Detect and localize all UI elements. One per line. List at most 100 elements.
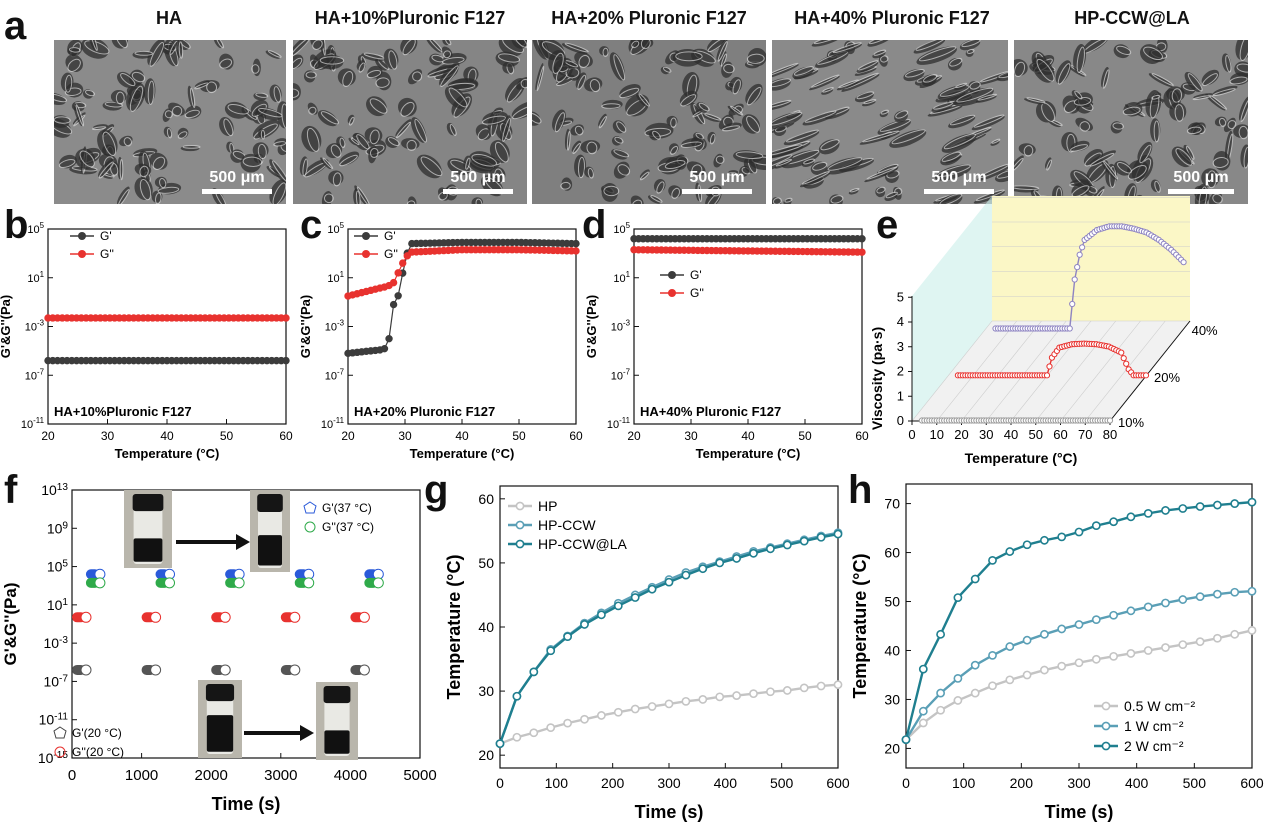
- y-axis-label: G'&G''(Pa): [0, 295, 13, 358]
- data-point: [1118, 349, 1125, 356]
- sem-pore: [143, 78, 156, 105]
- sem-wall: [1143, 46, 1163, 61]
- sem-wall: [680, 141, 703, 149]
- sem-wall: [412, 71, 423, 82]
- data-point: [580, 620, 589, 629]
- legend-marker: [515, 501, 525, 511]
- data-point: [572, 247, 580, 255]
- sem-texture: [772, 40, 1008, 204]
- x-tick-label: 5000: [403, 767, 436, 784]
- sem-wall: [104, 101, 123, 108]
- sem-wall: [1175, 148, 1193, 166]
- sem-wall: [772, 154, 793, 171]
- sem-wall: [1236, 63, 1248, 73]
- vial-liquid: [206, 715, 234, 752]
- vial-cap: [257, 494, 283, 513]
- chart-g: 0 100 200 300 400 500 600 20 30 40 50 60 Time (s) Tem…: [444, 485, 850, 822]
- legend-marker: [668, 271, 676, 279]
- sem-wall: [184, 109, 200, 119]
- data-point: [953, 593, 963, 602]
- x-tick-label: 60: [569, 429, 583, 443]
- sem-wall: [801, 170, 830, 185]
- sem-wall: [177, 131, 188, 139]
- legend-label: G'(37 °C): [322, 501, 372, 515]
- scale-bar: 500 μm: [924, 169, 994, 194]
- sem-wall: [1046, 159, 1052, 171]
- data-point: [1143, 602, 1153, 612]
- sem-wall: [450, 159, 472, 172]
- grid-line: [1010, 320, 1092, 422]
- x-tick-label: 60: [279, 429, 293, 443]
- y-tick-label: 30: [884, 691, 900, 707]
- data-point: [749, 689, 758, 699]
- x-tick-label: 0: [496, 775, 504, 791]
- data-point: [1040, 629, 1049, 639]
- data-point: [1230, 629, 1240, 639]
- sem-wall: [465, 157, 471, 170]
- back-wall: [992, 196, 1190, 321]
- sem-pore: [630, 40, 641, 48]
- sem-wall: [190, 87, 196, 109]
- sem-wall: [134, 50, 153, 56]
- sem-wall: [775, 158, 793, 167]
- y-axis-label: Temperature (°C): [444, 555, 464, 700]
- x-axis-label: Time (s): [1045, 802, 1114, 822]
- data-point: [512, 691, 522, 701]
- legend-label: HP: [538, 498, 557, 514]
- sem-wall: [395, 121, 411, 139]
- chart-e: 0 10 20 30 40 50 60 70 80 0 1 2 3 4 5 Temperature (°C) V…: [869, 196, 1218, 466]
- scale-bar: 500 μm: [682, 169, 752, 194]
- legend-marker: [515, 520, 525, 530]
- tick-label: 10-11: [321, 416, 345, 431]
- panel-label-c: c: [300, 203, 323, 247]
- sem-wall: [639, 171, 650, 181]
- sem-wall: [272, 182, 286, 204]
- legend-label: 0.5 W cm⁻²: [1124, 698, 1196, 714]
- y-axis-label: G'&G''(Pa): [584, 295, 599, 358]
- sem-wall: [915, 40, 945, 51]
- sem-wall: [267, 50, 282, 58]
- data-point: [1213, 633, 1222, 643]
- sem-wall: [1239, 40, 1248, 61]
- data-point: [1195, 592, 1205, 602]
- sem-wall: [356, 186, 371, 204]
- data-point: [715, 558, 725, 568]
- sem-wall: [735, 151, 764, 160]
- sem-wall: [680, 94, 697, 107]
- sem-wall: [1153, 120, 1160, 143]
- sem-wall: [139, 165, 149, 178]
- sem-wall: [812, 161, 828, 171]
- z-axis: [1109, 320, 1191, 422]
- data-point: [1195, 637, 1205, 647]
- sem-wall: [90, 40, 98, 51]
- data-point: [389, 278, 398, 287]
- tick-label: 10-3: [25, 319, 45, 334]
- data-point: [1247, 497, 1257, 507]
- sem-pore: [441, 46, 453, 58]
- tick-label: 10-3: [325, 319, 345, 334]
- sem-pore: [511, 101, 527, 119]
- data-point: [1109, 651, 1118, 661]
- sem-wall: [400, 101, 415, 117]
- sem-wall: [613, 54, 626, 81]
- data-point: [732, 554, 741, 563]
- tick-label: 10-3: [611, 319, 631, 334]
- sem-pore: [903, 69, 925, 82]
- data-point: [1057, 661, 1067, 671]
- sem-wall: [115, 40, 128, 49]
- data-point: [1178, 595, 1188, 604]
- sem-pore: [489, 140, 510, 163]
- sem-wall: [1225, 55, 1232, 73]
- data-point: [732, 691, 741, 700]
- x-tick-label: 50: [512, 429, 526, 443]
- x-tick-label: 30: [979, 427, 993, 442]
- data-point: [816, 532, 826, 542]
- sem-pore: [1208, 191, 1222, 204]
- sem-wall: [566, 130, 571, 151]
- sem-wall: [572, 142, 581, 155]
- sem-wall: [339, 154, 358, 167]
- data-point: [1040, 665, 1049, 675]
- sem-wall: [857, 60, 879, 71]
- data-point: [936, 688, 945, 698]
- sem-pore: [301, 125, 322, 152]
